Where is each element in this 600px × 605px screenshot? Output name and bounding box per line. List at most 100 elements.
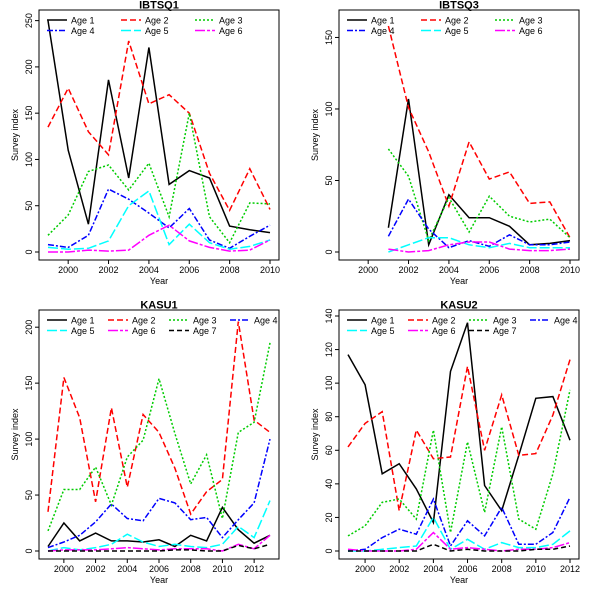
- x-tick-label: 2000: [358, 265, 378, 275]
- x-tick-label: 2008: [492, 564, 512, 574]
- x-tick-label: 2006: [479, 265, 499, 275]
- x-tick-label: 2004: [423, 564, 443, 574]
- legend-label: Age 4: [71, 26, 95, 36]
- series-line-age-7: [48, 543, 271, 552]
- legend: Age 1 Age 2 Age 3 Age 4 Age 5 Age 6 Age 7: [47, 315, 278, 336]
- series-line-age-6: [347, 531, 571, 552]
- legend-label: Age 1: [371, 315, 395, 325]
- x-tick-label: 2002: [99, 265, 119, 275]
- x-axis-label: Year: [450, 575, 468, 585]
- legend-label: Age 4: [254, 315, 278, 325]
- x-tick-label: 2004: [439, 265, 459, 275]
- chart-title: KASU1: [140, 300, 177, 312]
- y-tick-label: 80: [324, 412, 334, 422]
- legend-label: Age 7: [493, 326, 517, 336]
- legend-label: Age 2: [445, 15, 469, 25]
- x-tick-label: 2006: [179, 265, 199, 275]
- x-tick-label: 2012: [560, 564, 580, 574]
- x-axis-label: Year: [150, 276, 168, 286]
- y-tick-label: 250: [24, 13, 34, 28]
- y-tick-label: 100: [324, 101, 334, 116]
- plot-frame: [338, 9, 580, 261]
- series-line-age-2: [47, 40, 271, 213]
- legend-label: Age 3: [193, 315, 217, 325]
- legend-label: Age 3: [219, 15, 243, 25]
- y-tick-label: 0: [324, 548, 334, 553]
- x-tick-label: 2000: [54, 564, 74, 574]
- y-tick-label: 40: [324, 479, 334, 489]
- legend-label: Age 1: [371, 15, 395, 25]
- legend-label: Age 2: [432, 315, 456, 325]
- series-line-age-4: [347, 496, 571, 552]
- legend-label: Age 5: [71, 326, 95, 336]
- y-axis-label: Survey index: [10, 108, 20, 161]
- x-tick-label: 2010: [260, 265, 280, 275]
- legend-label: Age 2: [145, 15, 169, 25]
- x-tick-label: 2008: [220, 265, 240, 275]
- series-line-age-1: [387, 98, 571, 248]
- legend: Age 1 Age 2 Age 3 Age 4 Age 5 Age 6: [347, 15, 543, 36]
- y-tick-label: 120: [324, 342, 334, 357]
- y-tick-label: 50: [324, 175, 334, 185]
- series-line-age-1: [47, 20, 271, 234]
- y-tick-label: 100: [24, 432, 34, 447]
- y-axis-label: Survey index: [10, 408, 20, 461]
- series-line-age-5: [388, 236, 570, 253]
- y-tick-label: 150: [324, 30, 334, 45]
- series-line-age-6: [388, 241, 571, 253]
- y-tick-label: 150: [24, 376, 34, 391]
- x-tick-label: 2008: [181, 564, 201, 574]
- x-axis-label: Year: [150, 575, 168, 585]
- series-line-age-4: [47, 438, 271, 549]
- legend-label: Age 4: [371, 26, 395, 36]
- y-tick-label: 140: [324, 308, 334, 323]
- series-line-age-6: [47, 534, 271, 552]
- y-tick-label: 0: [24, 548, 34, 553]
- plot-frame: [38, 9, 280, 261]
- y-tick-label: 100: [24, 152, 34, 167]
- y-tick-label: 0: [324, 249, 334, 254]
- x-tick-label: 2010: [212, 564, 232, 574]
- legend-label: Age 3: [493, 315, 517, 325]
- series-line-age-2: [47, 321, 271, 516]
- chart-panel-kasu2: KASU2 2000 2002 2004 2006 2008 2010 2012 0 20 40 60…: [310, 300, 580, 586]
- chart-title: KASU2: [440, 300, 477, 312]
- y-tick-label: 200: [24, 320, 34, 335]
- series-line-age-3: [47, 113, 271, 245]
- series-line-age-4: [47, 188, 271, 250]
- x-tick-label: 2010: [526, 564, 546, 574]
- legend-label: Age 6: [519, 26, 543, 36]
- series-line-age-5: [47, 500, 271, 552]
- chart-panel-ibtsq1: IBTSQ1 2000 2002 2004 2006 2008 2010 0 50 100 150 2…: [10, 0, 280, 286]
- y-tick-label: 50: [24, 201, 34, 211]
- x-tick-label: 2002: [399, 265, 419, 275]
- chart-panel-kasu1: KASU1 2000 2002 2004 2006 2008 2010 2012 0 50 100 1…: [10, 300, 280, 585]
- legend-label: Age 2: [132, 315, 156, 325]
- y-tick-label: 0: [24, 249, 34, 254]
- x-tick-label: 2000: [58, 265, 78, 275]
- legend-label: Age 6: [219, 26, 243, 36]
- x-tick-label: 2008: [520, 265, 540, 275]
- series-line-age-2: [387, 25, 571, 239]
- series-line-age-2: [347, 359, 571, 511]
- chart-title: IBTSQ3: [439, 0, 479, 12]
- x-tick-label: 2004: [139, 265, 159, 275]
- series-line-age-1: [47, 505, 271, 548]
- y-tick-label: 60: [324, 445, 334, 455]
- legend: Age 1 Age 2 Age 3 Age 4 Age 5 Age 6: [47, 15, 243, 36]
- legend-label: Age 6: [132, 326, 156, 336]
- x-tick-label: 2006: [458, 564, 478, 574]
- x-tick-label: 2002: [86, 564, 106, 574]
- y-axis-label: Survey index: [310, 408, 320, 461]
- x-tick-label: 2004: [117, 564, 137, 574]
- series-line-age-5: [348, 515, 571, 552]
- legend-label: Age 6: [432, 326, 456, 336]
- legend-label: Age 5: [145, 26, 169, 36]
- x-axis-label: Year: [450, 276, 468, 286]
- y-axis-label: Survey index: [310, 108, 320, 161]
- series-line-age-3: [387, 148, 571, 243]
- y-tick-label: 20: [324, 512, 334, 522]
- plot-frame: [338, 309, 580, 560]
- legend: Age 1 Age 2 Age 3 Age 4 Age 5 Age 6 Age 7: [347, 315, 578, 336]
- series-line-age-6: [48, 224, 271, 253]
